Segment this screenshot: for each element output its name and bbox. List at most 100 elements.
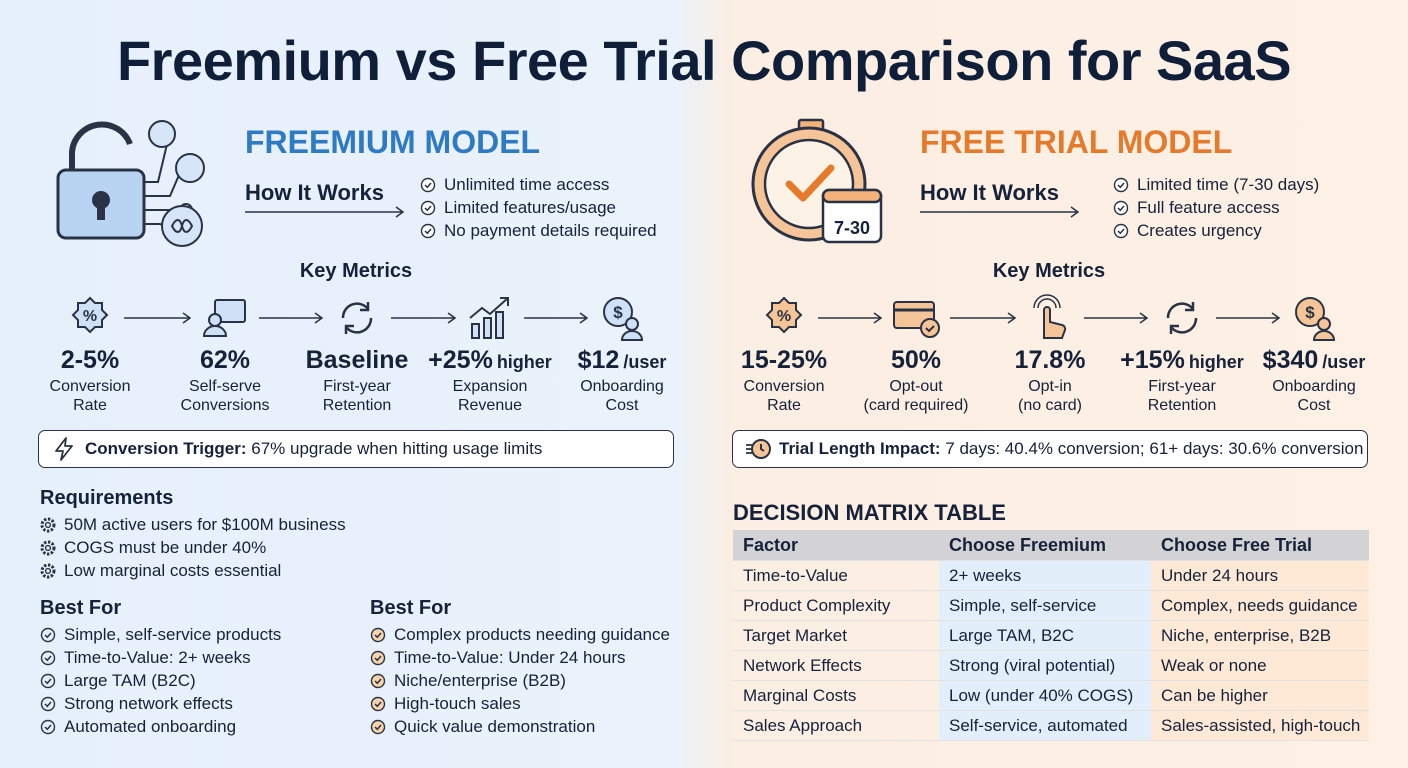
metric-label: Onboarding Cost (1272, 377, 1356, 415)
metric-label-line: Conversion (743, 378, 825, 395)
svg-text:%: % (83, 308, 97, 325)
decision-table: Factor Choose Freemium Choose Free Trial Ti… (733, 530, 1369, 741)
metric-value: 15-25% (741, 346, 827, 375)
svg-text:%: % (777, 308, 791, 325)
callout-body: 67% upgrade when hitting usage limits (251, 439, 543, 458)
stopwatch-icon (751, 118, 883, 244)
list-item: Time-to-Value: Under 24 hours (370, 648, 626, 668)
item-text: Limited time (7-30 days) (1137, 175, 1320, 194)
metric-suffix: higher (1188, 352, 1244, 372)
metric-value: 17.8% (1015, 346, 1086, 375)
metric-label: Opt-in (no card) (1018, 377, 1082, 415)
item-icon (1113, 200, 1129, 216)
metric-number: 2-5% (60, 346, 120, 374)
page-title: Freemium vs Free Trial Comparison for Sa… (116, 29, 1292, 92)
metric-label-line: Opt-out (889, 378, 943, 395)
metric-value: 50% (891, 346, 941, 375)
metric-icon: % (71, 296, 109, 334)
item-icon (40, 627, 56, 643)
item-text: Simple, self-service products (64, 625, 282, 644)
list-item: Low marginal costs essential (40, 561, 281, 581)
list-item: Large TAM (B2C) (40, 671, 196, 691)
callout-body: 7 days: 40.4% conversion; 61+ days: 30.6… (945, 439, 1364, 458)
metric-arrow (259, 312, 323, 324)
item-text: Quick value demonstration (394, 717, 596, 736)
item-icon (370, 719, 386, 735)
metric-label: Opt-out (card required) (864, 377, 969, 415)
requirements-title: Requirements (40, 487, 174, 509)
metric-label-line: Cost (1297, 397, 1331, 414)
callout-label: Conversion Trigger: (85, 439, 247, 458)
list-item: Strong network effects (40, 694, 233, 714)
table-cell: Can be higher (1151, 681, 1369, 710)
table-header: Factor Choose Freemium Choose Free Trial (733, 530, 1369, 561)
table-cell: Marginal Costs (743, 685, 857, 705)
metric-value: +15% higher (1120, 346, 1244, 375)
metric-icon (1166, 302, 1198, 334)
metric-arrow (524, 312, 588, 324)
item-icon (40, 563, 56, 579)
table-cell: Sales Approach (743, 715, 863, 735)
metric-label: First-year Retention (1148, 377, 1217, 415)
metric-icon (893, 301, 940, 338)
table-cell: Time-to-Value (743, 565, 848, 585)
metric-label-line: Onboarding (580, 378, 664, 395)
freemium-heading: FREEMIUM MODEL (245, 124, 541, 160)
metric-arrow (124, 312, 191, 324)
list-item: High-touch sales (370, 694, 521, 714)
list-item: COGS must be under 40% (40, 538, 266, 558)
table-row: Sales Approach Self-service, automated Sal… (733, 711, 1369, 741)
list-item: Limited time (7-30 days) (1113, 175, 1319, 195)
metric-number: +15% (1120, 346, 1185, 374)
metric-arrow (818, 312, 882, 324)
metric-arrow (1216, 312, 1280, 324)
table-cell: Large TAM, B2C (939, 621, 1151, 650)
item-icon (40, 540, 56, 556)
metric-icon (202, 299, 246, 337)
item-text: Unlimited time access (444, 175, 610, 194)
item-text: Strong network effects (64, 694, 233, 713)
item-icon (1113, 177, 1129, 193)
metric-label-line: (card required) (863, 397, 969, 414)
item-icon (420, 223, 436, 239)
trial-heading: FREE TRIAL MODEL (920, 124, 1233, 160)
item-text: 50M active users for $100M business (64, 515, 346, 534)
lock-icon (56, 120, 205, 247)
item-icon (370, 673, 386, 689)
item-text: COGS must be under 40% (64, 538, 267, 557)
item-icon (370, 627, 386, 643)
list-item: Quick value demonstration (370, 717, 595, 737)
header-cell: Choose Freemium (939, 530, 1151, 560)
svg-text:$: $ (1305, 303, 1315, 322)
best-for-title: Best For (40, 597, 122, 619)
metric-suffix: /user (1322, 352, 1366, 372)
metric-value: 62% (200, 346, 250, 375)
list-item: 50M active users for $100M business (40, 515, 346, 535)
metric-label-line: Rate (73, 397, 107, 414)
metric-arrow (391, 312, 456, 324)
item-icon (40, 517, 56, 533)
list-item: Automated onboarding (40, 717, 236, 737)
list-item: Creates urgency (1113, 221, 1262, 241)
list-item: Unlimited time access (420, 175, 609, 195)
item-text: High-touch sales (394, 694, 521, 713)
metric-label: Self-serve Conversions (181, 377, 270, 415)
metric-label-line: Self-serve (188, 378, 262, 395)
item-text: Time-to-Value: Under 24 hours (394, 648, 626, 667)
metric-value: $340/user (1263, 346, 1366, 375)
metric-label-line: Retention (1147, 397, 1217, 414)
metric-label-line: First-year (323, 378, 391, 395)
how-arrow (920, 206, 1080, 218)
item-icon (1113, 223, 1129, 239)
table-cell: 2+ weeks (939, 561, 1151, 590)
table-cell: Niche, enterprise, B2B (1151, 621, 1369, 650)
metric-label-line: Rate (767, 397, 801, 414)
best-for-title: Best For (370, 597, 452, 619)
metric-label: Conversion Rate (744, 377, 825, 415)
metric-value: Baseline (306, 346, 409, 375)
table-row: Product Complexity Simple, self-service Co… (733, 591, 1369, 621)
key-metrics-title: Key Metrics (992, 260, 1106, 282)
metric-number: +25% (428, 346, 493, 374)
metric-suffix: /user (623, 352, 667, 372)
how-label: How It Works (920, 180, 1059, 205)
